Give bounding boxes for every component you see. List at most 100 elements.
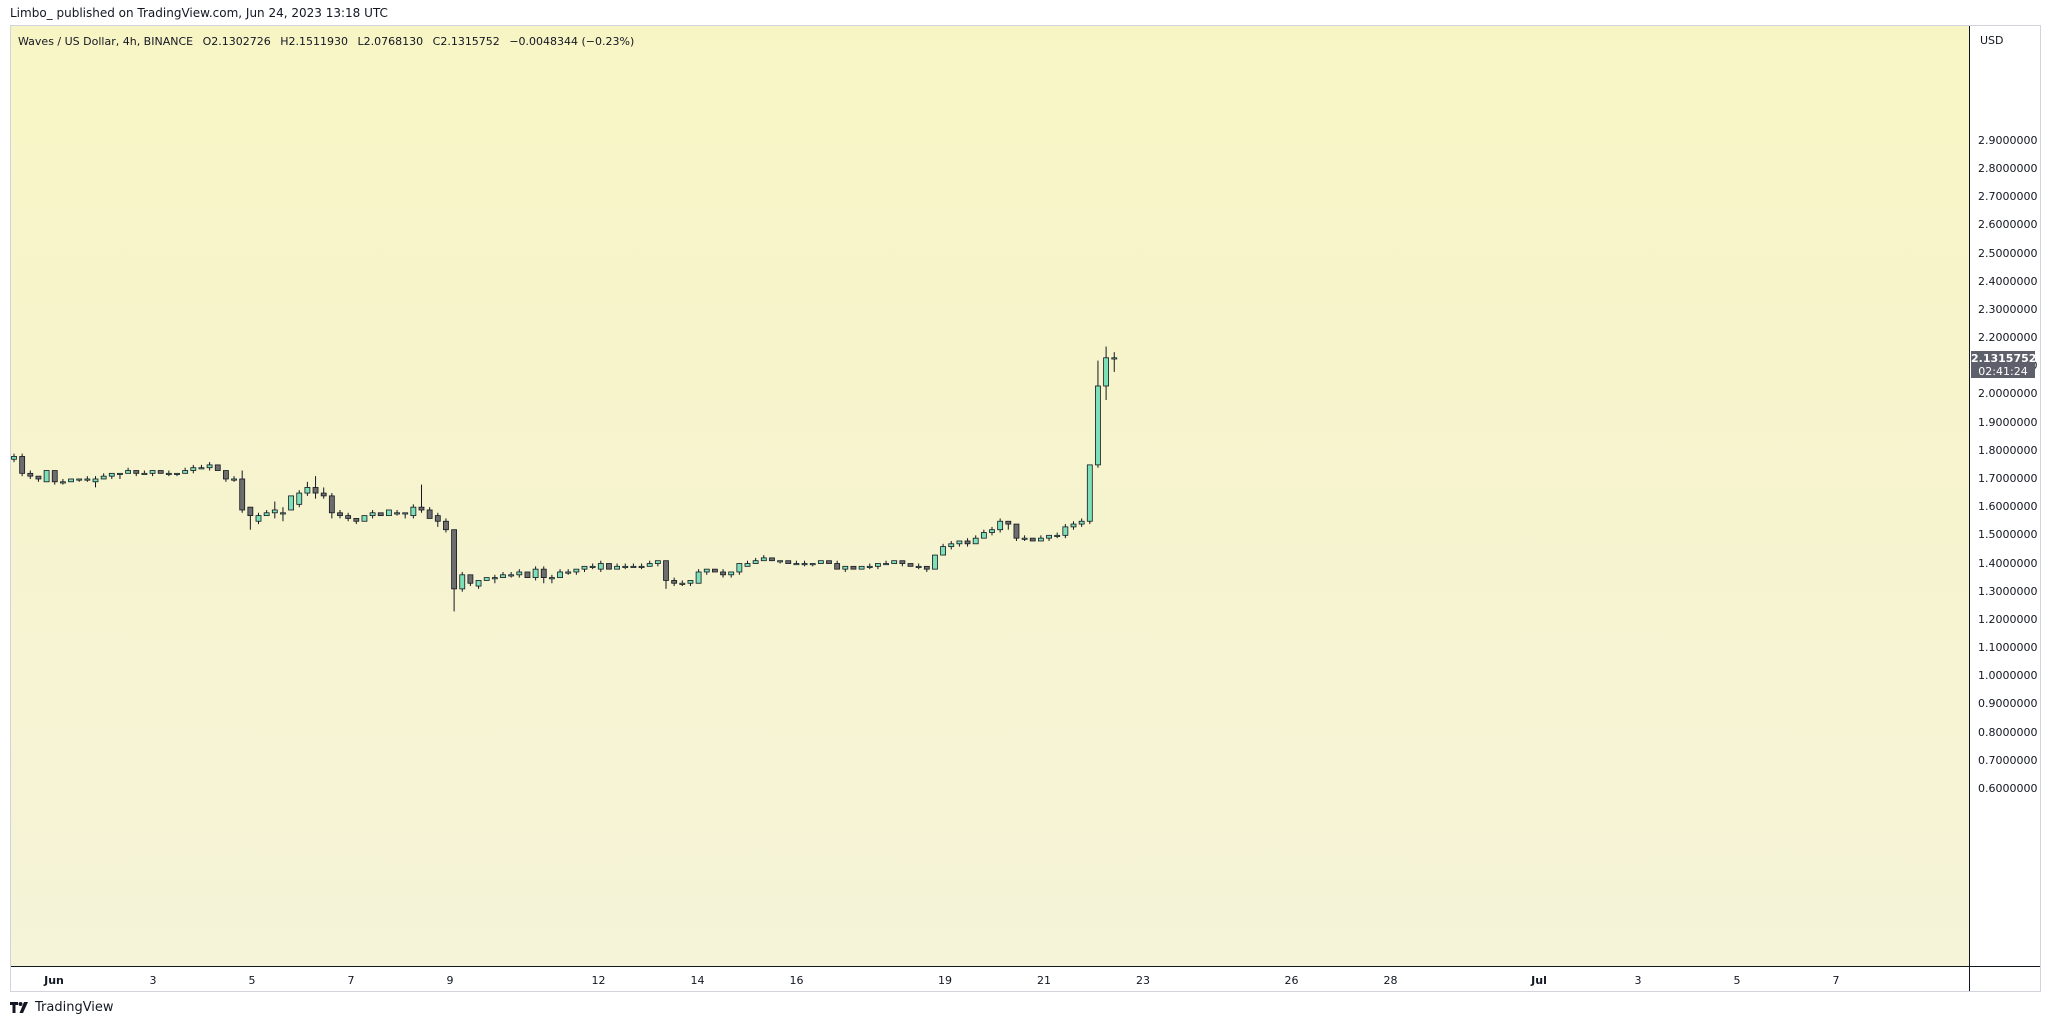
candle-body [1021, 537, 1028, 540]
candle-body [43, 470, 50, 483]
candle-body [149, 470, 156, 474]
candle-up [948, 540, 955, 550]
candle-up [76, 478, 83, 482]
candle-up [1111, 352, 1118, 372]
candle-up [932, 554, 938, 570]
candle-up [60, 478, 66, 485]
candle-body [597, 563, 604, 570]
candle-body [899, 560, 906, 564]
candle-body [834, 563, 841, 570]
candle-body [157, 470, 164, 474]
candle-body [84, 478, 91, 481]
candle-up [402, 512, 409, 519]
candle-body [809, 563, 816, 566]
price-tick-label: 2.2000000 [1978, 331, 2038, 345]
candle-body [712, 568, 718, 573]
candle-down [51, 470, 58, 485]
plot-area[interactable]: Waves / US Dollar, 4h, BINANCE O2.130272… [11, 26, 1969, 966]
candle-up [43, 470, 50, 483]
candle-body [540, 568, 547, 579]
time-tick-label: 28 [1383, 974, 1398, 987]
price-tick-label: 1.0000000 [1978, 669, 2038, 683]
chart-frame[interactable]: Waves / US Dollar, 4h, BINANCE O2.130272… [10, 25, 2041, 992]
candle-up [565, 569, 572, 575]
candle-body [883, 563, 889, 566]
time-tick-label: 7 [1832, 974, 1840, 987]
price-tick-label: 1.6000000 [1978, 500, 2038, 514]
candle-body [418, 506, 425, 511]
candle-body [271, 509, 278, 514]
candle-up [1046, 534, 1052, 541]
candle-body [573, 568, 580, 573]
time-axis[interactable]: Jun 3 5 7 9 12 14 16 19 21 23 26 28 Jul 3 5 7 [11, 966, 1969, 991]
candle-up [532, 566, 539, 581]
candle-up [206, 462, 213, 471]
candle-body [1078, 520, 1085, 525]
legend-symbol[interactable]: Waves / US Dollar, 4h, BINANCE [18, 35, 194, 48]
last-price-value: 2.1315752 [1971, 351, 2037, 365]
candle-body [483, 577, 490, 581]
candle-body [842, 565, 849, 570]
candle-body [801, 563, 808, 566]
candle-body [1070, 523, 1077, 528]
candle-body [222, 470, 229, 480]
legend-open: O2.1302726 [202, 35, 271, 48]
candle-up [760, 555, 767, 562]
legend-high: H2.1511930 [280, 35, 349, 48]
candle-body [337, 512, 343, 517]
candle-up [1054, 532, 1061, 539]
candle-body [646, 563, 653, 567]
candle-body [557, 571, 563, 579]
currency-label[interactable]: USD [1980, 34, 2004, 47]
candle-up [687, 580, 694, 587]
candle-up [728, 571, 735, 578]
candle-down [712, 568, 718, 573]
candle-body [1086, 464, 1093, 522]
candle-down [377, 512, 384, 517]
candle-body [1038, 537, 1044, 542]
candle-body [907, 563, 914, 567]
candle-body [744, 563, 751, 567]
footer-brand[interactable]: TradingView [10, 1000, 114, 1015]
candle-body [972, 537, 979, 545]
candle-body [263, 512, 270, 517]
candle-body [516, 571, 523, 576]
price-axis[interactable]: USD 2.9000000 2.8000000 2.7000000 2.6000000… [1969, 26, 2040, 966]
candle-body [752, 560, 759, 564]
candle-up [997, 518, 1004, 533]
candle-up [883, 560, 889, 566]
candle-up [263, 509, 270, 517]
candle-body [850, 565, 857, 570]
candle-body [247, 506, 254, 517]
candle-body [1054, 534, 1061, 537]
candle-body [68, 478, 74, 483]
candle-body [475, 580, 482, 587]
candle-body [255, 515, 262, 522]
candle-body [891, 560, 898, 564]
candle-body [736, 563, 743, 573]
price-tick-label: 2.6000000 [1978, 218, 2038, 232]
candle-up [573, 568, 580, 575]
candle-body [1095, 385, 1101, 466]
candle-up [736, 563, 743, 575]
candle-down [907, 563, 914, 567]
candle-up [1070, 521, 1077, 530]
candle-body [1013, 523, 1020, 539]
tradingview-logo-icon [10, 1002, 28, 1013]
candle-up [92, 476, 99, 488]
candle-up [296, 490, 303, 508]
candle-body [198, 467, 205, 470]
time-tick-label: 14 [690, 974, 705, 987]
candle-up [630, 563, 637, 568]
candle-body [1111, 357, 1118, 360]
candle-up [255, 512, 262, 525]
candle-up [654, 560, 661, 567]
candle-down [964, 538, 971, 547]
candle-up [891, 560, 898, 564]
candle-body [361, 515, 368, 522]
candle-up [11, 453, 17, 463]
candle-down [1013, 523, 1020, 541]
time-tick-label: 7 [347, 974, 355, 987]
candle-body [288, 495, 295, 511]
candle-up [989, 526, 995, 536]
